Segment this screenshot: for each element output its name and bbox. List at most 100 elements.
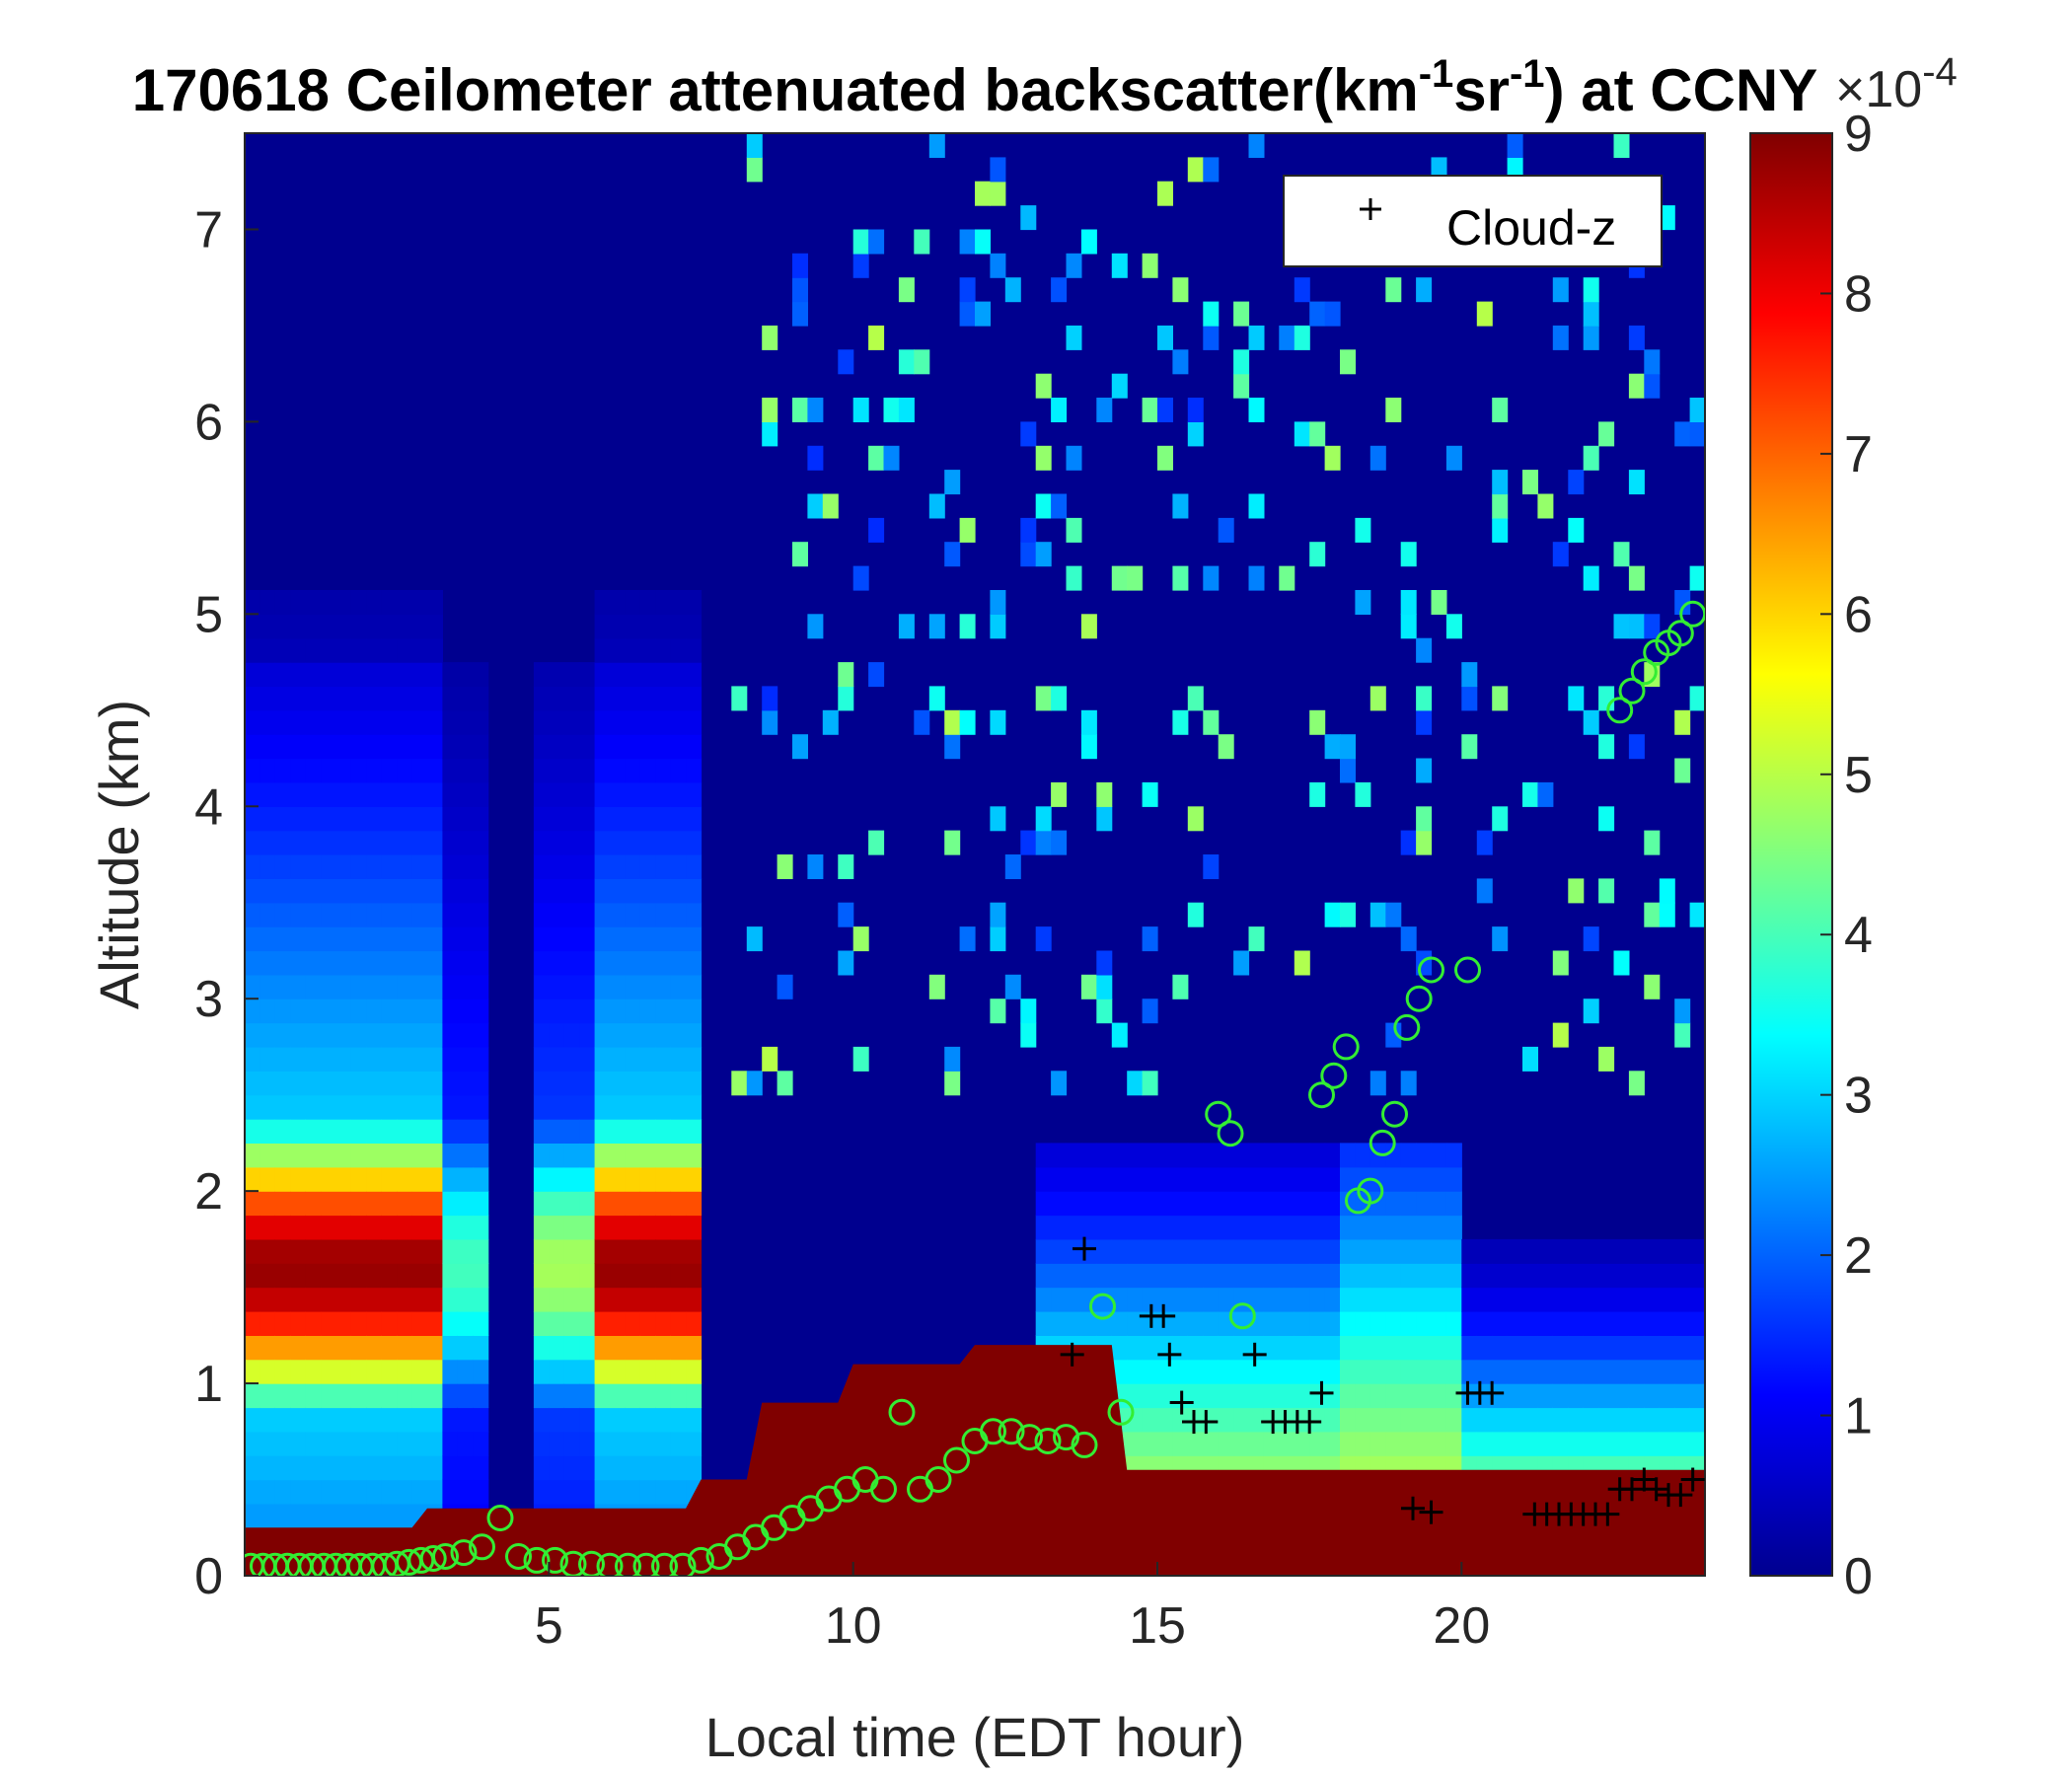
- pbl-point: [998, 1418, 1025, 1445]
- chart-title: 170618 Ceilometer attenuated backscatter…: [132, 52, 1818, 123]
- pbl-point: [1606, 697, 1634, 724]
- cloud-base-point: [1680, 1467, 1705, 1492]
- cloud-base-point: [1595, 1502, 1620, 1526]
- pbl-point: [1053, 1424, 1079, 1451]
- pbl-point: [432, 1543, 459, 1570]
- y-tick-label: 4: [194, 778, 223, 836]
- pbl-point: [1618, 677, 1646, 704]
- pbl-point: [1107, 1398, 1135, 1426]
- pbl-point: [1308, 1081, 1335, 1109]
- x-axis: 5 10 15 20: [535, 1562, 1490, 1655]
- pbl-point: [1405, 985, 1433, 1012]
- colorbar-tick-label: 3: [1844, 1068, 1873, 1125]
- pbl-point: [1666, 620, 1694, 647]
- pbl-point: [1016, 1424, 1043, 1451]
- cloud-base-point: [1151, 1303, 1176, 1328]
- colorbar-gradient: [1750, 133, 1832, 1576]
- y-tick-label: 7: [194, 201, 223, 259]
- pbl-point: [542, 1546, 568, 1574]
- y-tick-label: 3: [194, 971, 223, 1028]
- pbl-point: [596, 1552, 624, 1576]
- pbl-point: [578, 1550, 605, 1576]
- colorbar-tick-label: 0: [1844, 1548, 1873, 1605]
- x-tick-label: 15: [1129, 1597, 1186, 1655]
- plot-frame: [244, 132, 1706, 1577]
- y-tick-label: 1: [194, 1356, 223, 1413]
- pbl-point: [1393, 1013, 1421, 1041]
- pbl-point: [1320, 1062, 1348, 1089]
- cloud-base-point: [1073, 1236, 1096, 1261]
- x-axis-label: Local time (EDT hour): [705, 1706, 1245, 1768]
- pbl-point: [980, 1418, 1006, 1445]
- cloud-base-markers: [1060, 1236, 1705, 1526]
- pbl-point: [559, 1550, 587, 1576]
- y-axis: 0 1 2 3 4 5 6 7: [194, 201, 259, 1605]
- cloud-base-point: [1242, 1342, 1267, 1367]
- colorbar-tick-label: 6: [1844, 586, 1873, 643]
- pbl-point: [888, 1398, 916, 1426]
- legend-label-cloud-z: Cloud-z: [1446, 200, 1616, 256]
- cloud-base-point: [1620, 1477, 1644, 1502]
- cloud-base-point: [1297, 1410, 1322, 1435]
- pbl-point: [1332, 1033, 1360, 1061]
- colorbar: 0 1 2 3 4 5 6 7 8 9 ×10-4: [1749, 50, 1958, 1605]
- colorbar-tick-label: 7: [1844, 426, 1873, 483]
- pbl-point: [632, 1552, 660, 1576]
- pbl-point: [450, 1539, 478, 1567]
- pbl-point: [1357, 1177, 1384, 1205]
- pbl-height-markers: [245, 600, 1705, 1576]
- pbl-point: [1418, 956, 1444, 984]
- colorbar-tick-label: 4: [1844, 907, 1873, 964]
- pbl-point: [1369, 1129, 1396, 1156]
- pbl-point: [870, 1475, 897, 1503]
- legend-cloud-marker: [1360, 198, 1381, 220]
- pbl-point: [523, 1546, 551, 1574]
- pbl-point: [925, 1466, 952, 1493]
- pbl-point: [419, 1545, 447, 1572]
- cloud-base-point: [1668, 1483, 1693, 1508]
- pbl-point: [1679, 600, 1705, 628]
- pbl-point: [1454, 956, 1481, 984]
- y-tick-label: 2: [194, 1163, 223, 1221]
- y-axis-label: Altitude (km): [88, 700, 150, 1009]
- pbl-point: [943, 1446, 970, 1474]
- cloud-base-point: [1194, 1410, 1219, 1435]
- colorbar-tick-label: 2: [1844, 1227, 1873, 1285]
- colorbar-frame: [1749, 132, 1833, 1577]
- pbl-point: [1205, 1100, 1232, 1128]
- cloud-base-point: [1419, 1500, 1443, 1524]
- cloud-base-point: [1169, 1390, 1194, 1415]
- cloud-base-point: [1401, 1496, 1425, 1520]
- pbl-point: [615, 1552, 641, 1576]
- pbl-point: [1381, 1100, 1408, 1128]
- pbl-point: [669, 1552, 697, 1576]
- colorbar-tick-label: 1: [1844, 1388, 1873, 1445]
- pbl-point: [1089, 1293, 1116, 1320]
- y-tick-label: 5: [194, 586, 223, 643]
- colorbar-ticks: 0 1 2 3 4 5 6 7 8 9: [1820, 106, 1873, 1605]
- cloud-base-point: [1157, 1342, 1182, 1367]
- pbl-point: [1034, 1428, 1062, 1454]
- x-tick-label: 20: [1433, 1597, 1490, 1655]
- colorbar-tick-label: 5: [1844, 747, 1873, 804]
- colorbar-exponent: ×10-4: [1835, 50, 1958, 118]
- cloud-base-point: [1644, 1477, 1668, 1502]
- cloud-base-point: [1060, 1342, 1084, 1367]
- pbl-point: [505, 1543, 532, 1570]
- legend: Cloud-z: [1283, 175, 1663, 267]
- legend-box: [1283, 175, 1663, 267]
- cloud-base-point: [1632, 1467, 1657, 1492]
- pbl-point: [486, 1505, 514, 1531]
- colorbar-tick-label: 9: [1844, 106, 1873, 163]
- pbl-point: [651, 1552, 678, 1576]
- pbl-point: [688, 1546, 714, 1574]
- pbl-point: [1228, 1302, 1256, 1330]
- pbl-point: [1630, 658, 1658, 686]
- pbl-point: [1071, 1431, 1098, 1458]
- pbl-point: [1217, 1120, 1244, 1147]
- colorbar-tick-label: 8: [1844, 265, 1873, 323]
- backscatter-heatmap: [245, 133, 1705, 1576]
- y-tick-label: 6: [194, 394, 223, 451]
- cloud-base-point: [1309, 1380, 1334, 1405]
